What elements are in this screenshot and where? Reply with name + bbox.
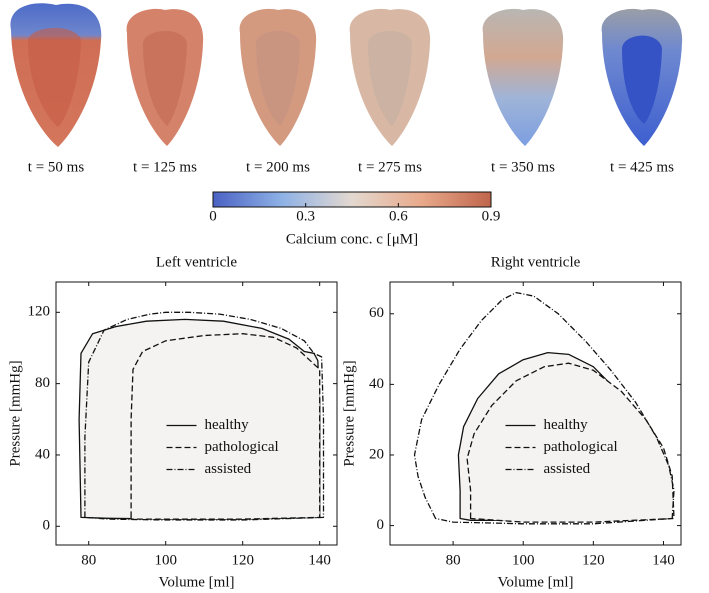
- frame-label: t = 425 ms: [610, 159, 674, 175]
- heart: [349, 8, 431, 147]
- frame-label: t = 350 ms: [491, 159, 555, 175]
- plot-frame: [389, 281, 682, 546]
- y-tick-label: 80: [35, 375, 50, 391]
- y-axis-label: Pressure [mmHg]: [341, 360, 357, 466]
- y-tick-label: 40: [369, 376, 384, 392]
- chart-title: Right ventricle: [491, 254, 581, 270]
- x-tick-label: 120: [231, 552, 254, 568]
- pv-loop: [130, 333, 321, 520]
- pv-loop: [413, 291, 675, 525]
- heart: [239, 8, 317, 147]
- colorbar-tick-label: 0.3: [296, 208, 315, 224]
- frame-labels: t = 50 ms t = 125 ms t = 200 ms t = 275 ms t…: [28, 159, 674, 175]
- x-tick-label: 80: [446, 552, 461, 568]
- y-tick-label: 20: [369, 446, 384, 462]
- x-tick-label: 140: [308, 552, 331, 568]
- y-tick-label: 120: [28, 304, 51, 320]
- pv-loop: [466, 362, 675, 523]
- x-tick-label: 80: [81, 552, 96, 568]
- frame-label: t = 50 ms: [28, 159, 85, 175]
- x-tick-label: 140: [652, 552, 675, 568]
- heart: [601, 8, 683, 147]
- pv-loop: [84, 311, 325, 521]
- x-tick-label: 120: [582, 552, 605, 568]
- colorbar-tick-label: 0: [209, 208, 217, 224]
- colorbar-bar: [212, 191, 492, 208]
- colorbar-tick-label: 0.6: [389, 208, 408, 224]
- x-axis-label: Volume [ml]: [498, 574, 574, 590]
- chart: 80 100 120 140 0 40 80 120 Left ventricle Volume …: [7, 254, 338, 590]
- frame-label: t = 275 ms: [358, 159, 422, 175]
- y-axis-label: Pressure [mmHg]: [7, 360, 23, 466]
- heart: [126, 8, 204, 147]
- colorbar-tick-label: 0.9: [482, 208, 501, 224]
- colorbar: 0 0.3 0.6 0.9 Calcium conc. c [μM]: [209, 191, 501, 247]
- legend-label: assisted: [544, 461, 591, 477]
- y-tick-label: 0: [377, 517, 385, 533]
- chart-title: Left ventricle: [156, 254, 238, 270]
- heart: [10, 3, 102, 147]
- colorbar-label: Calcium conc. c [μM]: [286, 231, 418, 247]
- heart-renders: [10, 3, 683, 147]
- chart: 80 100 120 140 0 20 40 60 Right ventricle Volume …: [341, 254, 682, 590]
- heart: [482, 8, 564, 147]
- legend-label: assisted: [205, 461, 252, 477]
- y-tick-label: 60: [369, 305, 384, 321]
- legend-label: pathological: [544, 439, 618, 455]
- x-tick-label: 100: [512, 552, 535, 568]
- legend-label: healthy: [205, 417, 250, 433]
- x-axis-label: Volume [ml]: [159, 574, 235, 590]
- legend-label: healthy: [544, 417, 589, 433]
- frame-label: t = 200 ms: [246, 159, 310, 175]
- frame-label: t = 125 ms: [133, 159, 197, 175]
- charts: 80 100 120 140 0 40 80 120 Left ventricle Volume …: [7, 254, 682, 590]
- plot-frame: [55, 281, 338, 546]
- y-tick-label: 40: [35, 446, 50, 462]
- y-tick-label: 0: [43, 518, 51, 534]
- legend-label: pathological: [205, 439, 279, 455]
- x-tick-label: 100: [154, 552, 177, 568]
